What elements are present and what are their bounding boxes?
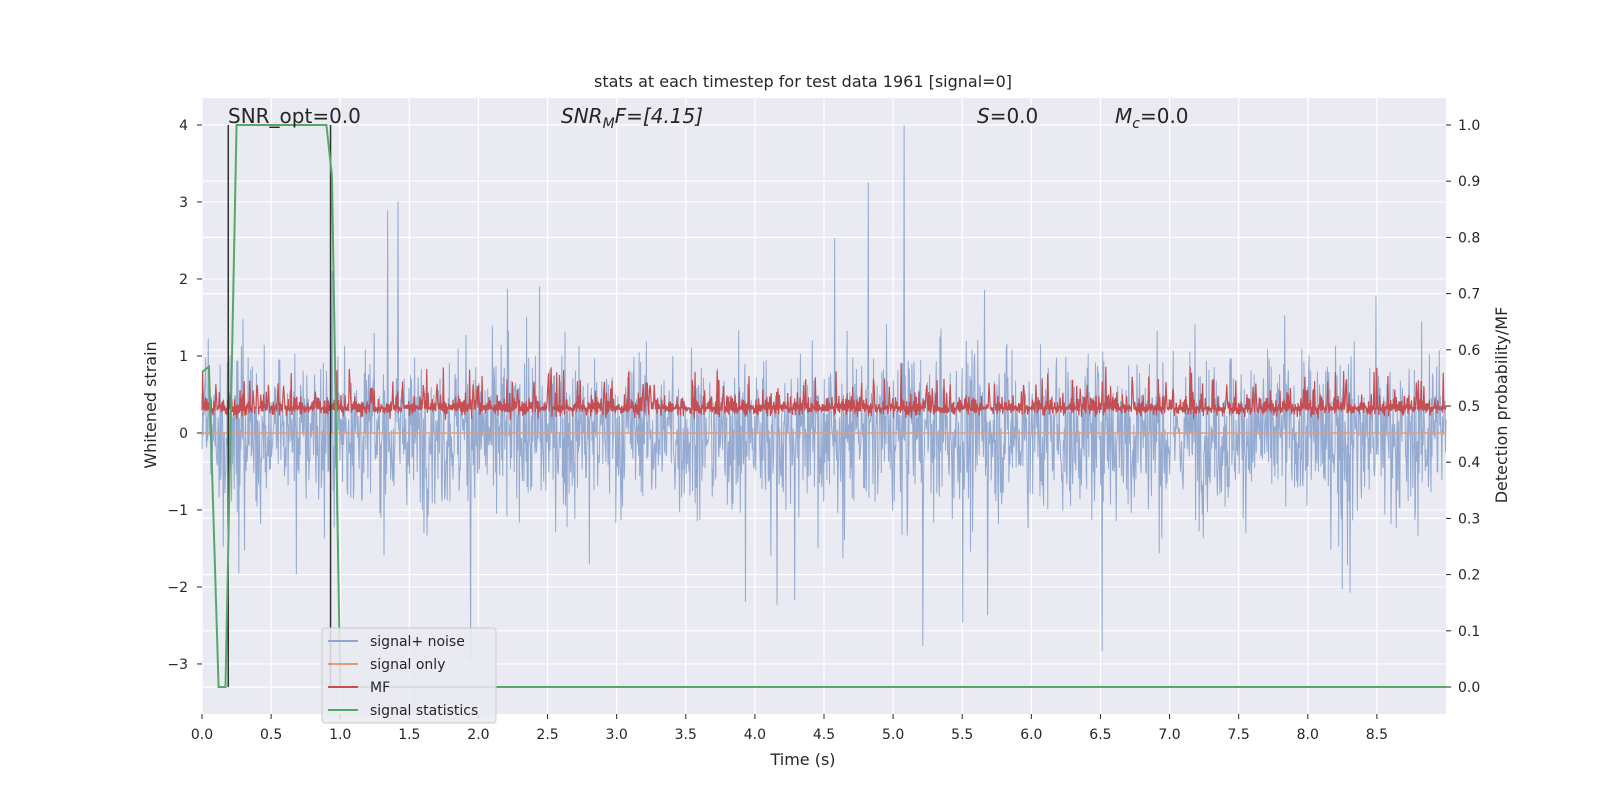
x-tick-label: 3.0 (606, 727, 628, 743)
y-right-tick-label: 0.2 (1458, 568, 1480, 584)
y-right-tick-label: 0.8 (1458, 230, 1480, 246)
mf-line (201, 362, 1447, 420)
x-tick-label: 0.5 (260, 727, 282, 743)
legend-label-signal-only: signal only (370, 657, 445, 673)
series-mf (201, 362, 1447, 420)
x-tick-label: 5.5 (951, 727, 973, 743)
series-signal-statistics (201, 123, 1446, 689)
x-tick-label: 7.5 (1228, 727, 1250, 743)
chart-title: stats at each timestep for test data 196… (594, 72, 1012, 91)
y-left-tick-label: 3 (179, 195, 188, 211)
y-right-tick-label: 1.0 (1458, 118, 1480, 134)
x-tick-label: 1.5 (398, 727, 420, 743)
y-right-tick-label: 0.9 (1458, 174, 1480, 190)
y-left-tick-label: −3 (167, 657, 188, 673)
annotation-mc: Mc=0.0 (1115, 104, 1189, 132)
y-axis-left-ticks: −3 −2 −1 0 1 2 3 4 (167, 118, 202, 673)
legend-frame (321, 627, 497, 724)
y-right-tick-label: 0.4 (1458, 455, 1480, 471)
y-axis-right-ticks: 0.0 0.1 0.2 0.3 0.4 0.5 0.6 0.7 0.8 0.9 1.0 (1446, 118, 1480, 696)
x-tick-label: 2.0 (467, 727, 489, 743)
y-right-tick-label: 0.0 (1458, 680, 1480, 696)
signal-noise-line (201, 124, 1447, 660)
annotation-snr-mf: SNRMF=[4.15] (561, 104, 703, 132)
y-left-tick-label: −2 (167, 580, 188, 596)
annotation-s: S=0.0 (977, 104, 1038, 128)
y-left-tick-label: 4 (179, 118, 188, 134)
x-tick-label: 8.0 (1297, 727, 1319, 743)
y-right-tick-label: 0.1 (1458, 624, 1480, 640)
x-tick-label: 7.0 (1158, 727, 1180, 743)
y-left-tick-label: 2 (179, 272, 188, 288)
x-axis-ticks: 0.0 0.5 1.0 1.5 2.0 2.5 3.0 3.5 4.0 4.5 5.0 5.5 6.0 6… (191, 714, 1388, 743)
y-right-tick-label: 0.7 (1458, 287, 1480, 303)
series-signal-noise (201, 124, 1447, 660)
x-tick-label: 5.0 (882, 727, 904, 743)
y-left-tick-label: 0 (179, 426, 188, 442)
legend-label-signal-noise: signal+ noise (370, 634, 465, 650)
x-tick-label: 6.0 (1020, 727, 1042, 743)
y-left-tick-label: −1 (167, 503, 188, 519)
x-tick-label: 3.5 (675, 727, 697, 743)
signal-statistics-line (201, 123, 1446, 689)
x-tick-label: 2.5 (536, 727, 558, 743)
x-tick-label: 6.5 (1089, 727, 1111, 743)
x-tick-label: 1.0 (329, 727, 351, 743)
legend-label-signal-statistics: signal statistics (370, 703, 478, 719)
x-tick-label: 4.0 (744, 727, 766, 743)
y-axis-right-label: Detection probability/MF (1492, 307, 1511, 504)
x-tick-label: 8.5 (1366, 727, 1388, 743)
legend: signal+ noise signal only MF signal stat… (321, 627, 497, 724)
y-left-tick-label: 1 (179, 349, 188, 365)
x-tick-label: 4.5 (813, 727, 835, 743)
y-right-tick-label: 0.5 (1458, 399, 1480, 415)
x-axis-label: Time (s) (769, 750, 835, 769)
legend-label-mf: MF (370, 680, 390, 696)
y-axis-left-label: Whitened strain (141, 341, 160, 468)
x-tick-label: 0.0 (191, 727, 213, 743)
annotation-snr-opt: SNR_opt=0.0 (228, 104, 361, 128)
y-right-tick-label: 0.6 (1458, 343, 1480, 359)
y-right-tick-label: 0.3 (1458, 511, 1480, 527)
